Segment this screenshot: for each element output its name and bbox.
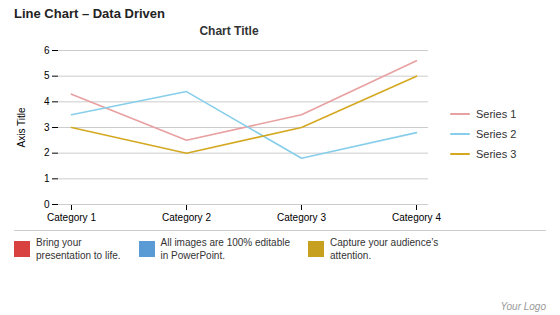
- html-text:attention.: attention.: [330, 250, 372, 261]
- svg-text:Axis Title: Axis Title: [16, 107, 27, 147]
- svg-text:2: 2: [44, 147, 50, 158]
- html-text:presentation to life.: presentation to life.: [36, 250, 121, 261]
- svg-text:4: 4: [44, 96, 50, 107]
- html-text:Series 1: Series 1: [476, 108, 517, 120]
- html-text:Bring your: Bring your: [36, 237, 82, 248]
- svg-text:5: 5: [44, 70, 50, 81]
- html-text:in PowerPoint.: in PowerPoint.: [160, 250, 225, 261]
- svg-text:3: 3: [44, 122, 50, 133]
- html-text:All images are 100% editable: All images are 100% editable: [160, 237, 290, 248]
- svg-text:6: 6: [44, 45, 50, 56]
- svg-text:0: 0: [44, 199, 50, 210]
- svg-text:1: 1: [44, 173, 50, 184]
- html-text:Series 2: Series 2: [476, 128, 517, 140]
- svg-text:Category 2: Category 2: [162, 212, 211, 223]
- html-text:Your Logo: Your Logo: [500, 301, 546, 312]
- html-text:Capture your audience’s: Capture your audience’s: [330, 237, 439, 248]
- svg-text:Category 4: Category 4: [392, 212, 441, 223]
- html-text:Chart Title: Chart Title: [199, 24, 259, 38]
- html-text:Series 3: Series 3: [476, 148, 517, 160]
- svg-text:Category 1: Category 1: [47, 212, 96, 223]
- html-text:Line Chart – Data Driven: Line Chart – Data Driven: [14, 6, 165, 21]
- svg-text:Category 3: Category 3: [277, 212, 326, 223]
